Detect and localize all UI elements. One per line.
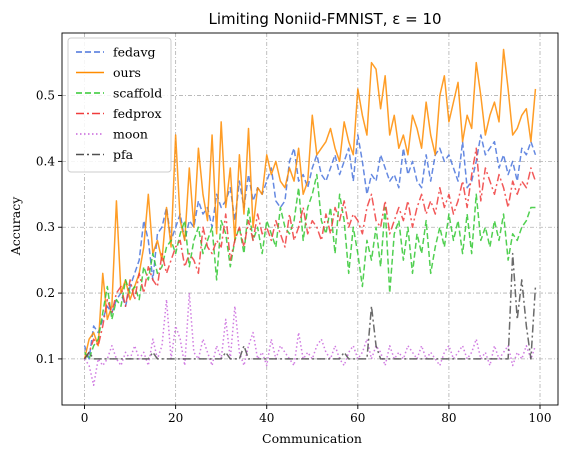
x-axis-label: Communication [262,431,362,446]
y-tick-label: 0.2 [36,286,55,300]
legend-label-ours: ours [113,65,141,80]
x-tick-label: 100 [529,411,552,425]
chart-title: Limiting Noniid-FMNIST, ε = 10 [208,10,441,28]
y-tick-label: 0.4 [36,154,55,168]
series-layer [83,48,537,386]
series-line-moon [83,292,537,386]
x-tick-label: 0 [81,411,89,425]
tick-labels: 0 20 40 60 80 100 0.1 0.2 0.3 0.4 0.5 [36,89,552,425]
plot-frame [61,32,559,406]
legend-label-moon: moon [113,127,148,142]
x-tick-label: 80 [441,411,456,425]
y-axis-label: Accuracy [8,196,23,257]
x-tick-label: 20 [168,411,183,425]
series-line-pfa [83,252,537,360]
series-line-ours [83,48,537,360]
y-tick-label: 0.1 [36,352,55,366]
series-line-fedprox [83,147,537,360]
axes [58,32,559,409]
legend-label-pfa: pfa [113,147,134,162]
legend-label-fedprox: fedprox [113,106,162,121]
legend-label-scaffold: scaffold [113,86,162,101]
y-tick-label: 0.3 [36,220,55,234]
legend: fedavg ours scaffold fedprox moon pfa [67,37,172,173]
legend-box [67,37,172,173]
y-tick-label: 0.5 [36,89,55,103]
legend-label-fedavg: fedavg [113,45,156,60]
x-tick-label: 60 [350,411,365,425]
series-line-scaffold [83,173,536,360]
series-line-fedavg [83,134,537,360]
x-tick-label: 40 [259,411,274,425]
